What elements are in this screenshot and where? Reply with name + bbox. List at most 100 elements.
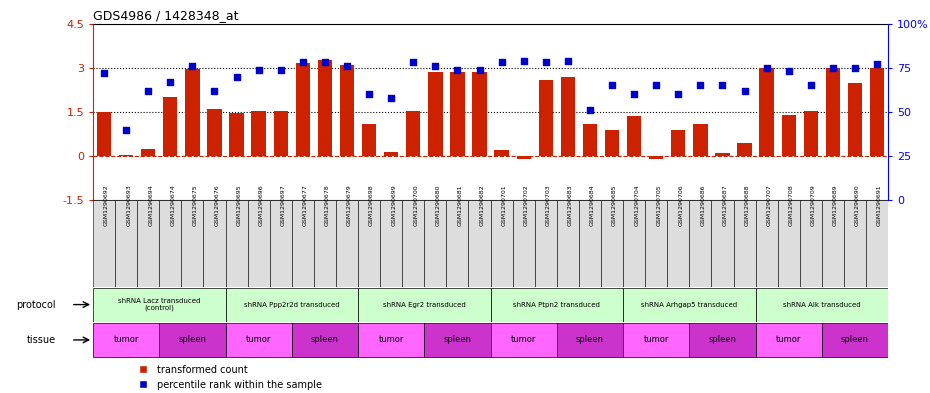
Point (163, 79, 178, 85)
Bar (649, 156, 663, 159)
Point (494, 59, 509, 66)
Point (119, 127, 134, 133)
Bar (512, 200, 535, 287)
Text: shRNA Ppp2r2d transduced: shRNA Ppp2r2d transduced (244, 301, 339, 308)
Text: spleen: spleen (841, 336, 869, 344)
Bar (755, 200, 777, 287)
Point (649, 83, 664, 89)
Bar (358, 288, 491, 321)
Text: GSM1290705: GSM1290705 (657, 184, 661, 226)
Text: GSM1290682: GSM1290682 (480, 184, 485, 226)
Point (516, 58, 531, 64)
Point (339, 63, 354, 69)
Point (671, 91, 685, 97)
Bar (230, 114, 244, 156)
Text: spleen: spleen (709, 336, 737, 344)
Bar (755, 288, 888, 321)
Bar (424, 323, 490, 357)
Bar (755, 323, 822, 357)
Bar (93, 288, 225, 321)
Bar (273, 110, 288, 156)
Text: GSM1290686: GSM1290686 (700, 184, 706, 226)
Text: GSM1290693: GSM1290693 (126, 184, 131, 226)
Text: GSM1290689: GSM1290689 (833, 184, 838, 226)
Point (405, 59, 420, 66)
Point (870, 61, 884, 68)
Text: GSM1290678: GSM1290678 (325, 184, 330, 226)
Text: GSM1290702: GSM1290702 (524, 184, 529, 226)
Text: GSM1290685: GSM1290685 (612, 184, 618, 226)
Text: GSM1290675: GSM1290675 (193, 184, 197, 226)
Bar (225, 288, 358, 321)
Point (362, 91, 377, 97)
Text: GSM1290698: GSM1290698 (369, 184, 374, 226)
Bar (119, 155, 133, 156)
Bar (181, 200, 204, 287)
Text: GSM1290694: GSM1290694 (148, 184, 153, 226)
Bar (207, 109, 221, 156)
Text: shRNA Alk transduced: shRNA Alk transduced (783, 301, 860, 308)
Bar (601, 200, 623, 287)
Bar (671, 130, 685, 156)
Bar (538, 79, 553, 156)
Bar (97, 112, 112, 156)
Bar (715, 153, 730, 156)
Bar (318, 61, 332, 156)
Bar (93, 200, 115, 287)
Text: GSM1290700: GSM1290700 (413, 184, 418, 226)
Bar (822, 323, 888, 357)
Bar (93, 323, 159, 357)
Bar (406, 110, 420, 156)
Bar (693, 124, 708, 156)
Bar (578, 200, 601, 287)
Bar (336, 200, 358, 287)
Text: spleen: spleen (444, 336, 472, 344)
Bar (777, 200, 800, 287)
Bar (866, 200, 888, 287)
Bar (185, 69, 200, 156)
Point (207, 88, 222, 94)
Bar (225, 323, 292, 357)
Bar (270, 200, 292, 287)
Bar (844, 200, 866, 287)
Text: tumor: tumor (113, 336, 139, 344)
Text: GSM1290691: GSM1290691 (877, 184, 883, 226)
Text: shRNA Arhgap5 transduced: shRNA Arhgap5 transduced (642, 301, 737, 308)
Bar (870, 68, 884, 156)
Bar (627, 116, 642, 156)
Point (296, 59, 311, 66)
Bar (557, 200, 578, 287)
Bar (424, 200, 446, 287)
Bar (491, 323, 557, 357)
Text: GSM1290681: GSM1290681 (458, 184, 462, 226)
Bar (384, 152, 398, 156)
Bar (247, 200, 270, 287)
Point (693, 83, 708, 89)
Point (229, 73, 244, 80)
Text: GSM1290683: GSM1290683 (568, 184, 573, 226)
Bar (141, 149, 155, 156)
Bar (645, 200, 667, 287)
Bar (491, 288, 623, 321)
Bar (446, 200, 469, 287)
Text: GSM1290674: GSM1290674 (170, 184, 176, 226)
Bar (380, 200, 402, 287)
Bar (428, 72, 443, 156)
Text: GSM1290707: GSM1290707 (766, 184, 772, 226)
Text: GSM1290701: GSM1290701 (501, 184, 507, 226)
Text: GSM1290690: GSM1290690 (855, 184, 860, 226)
Bar (557, 323, 623, 357)
Bar (535, 200, 557, 287)
Bar (826, 68, 840, 156)
Text: tumor: tumor (511, 336, 537, 344)
Bar (495, 150, 509, 156)
Text: GSM1290706: GSM1290706 (678, 184, 684, 226)
Text: GSM1290688: GSM1290688 (745, 184, 750, 226)
Text: GSM1290692: GSM1290692 (104, 184, 109, 226)
Bar (362, 124, 377, 156)
Bar (604, 130, 619, 156)
Point (715, 83, 730, 89)
Point (317, 59, 332, 66)
Bar (402, 200, 424, 287)
Bar (623, 323, 689, 357)
